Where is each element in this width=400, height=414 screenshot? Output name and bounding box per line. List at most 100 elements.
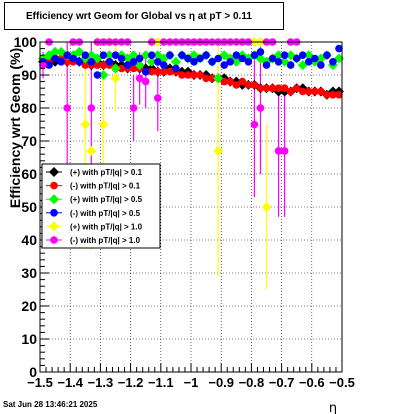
x-tick-label: −0.6 bbox=[299, 375, 325, 390]
data-point bbox=[172, 64, 180, 73]
data-point bbox=[98, 70, 109, 80]
x-tick-label: −0.5 bbox=[329, 375, 355, 390]
y-tick-label: 10 bbox=[21, 331, 37, 347]
x-tick-label: −0.8 bbox=[239, 375, 265, 390]
data-point bbox=[311, 87, 319, 96]
x-tick-label: −1.2 bbox=[118, 375, 144, 390]
data-point bbox=[51, 54, 59, 63]
data-point bbox=[86, 145, 97, 156]
y-tick-label: 90 bbox=[21, 67, 37, 83]
data-point bbox=[153, 67, 162, 76]
data-point bbox=[63, 51, 71, 59]
data-point bbox=[250, 120, 259, 129]
data-point bbox=[261, 202, 272, 212]
data-point bbox=[93, 71, 102, 79]
data-point bbox=[323, 91, 331, 99]
data-point bbox=[111, 51, 120, 59]
y-tick-label: 60 bbox=[21, 166, 37, 182]
x-tick-label: −1.4 bbox=[57, 375, 83, 390]
data-point bbox=[202, 51, 210, 59]
data-point bbox=[304, 87, 313, 96]
data-point bbox=[274, 84, 283, 92]
data-point bbox=[262, 84, 271, 92]
data-point bbox=[39, 61, 47, 69]
data-point bbox=[160, 67, 168, 76]
y-tick-label: 30 bbox=[21, 265, 37, 281]
y-tick-label: 100 bbox=[14, 34, 38, 50]
data-point bbox=[244, 58, 253, 66]
data-point bbox=[87, 104, 96, 112]
data-point bbox=[208, 58, 216, 66]
data-point bbox=[202, 74, 210, 83]
data-point bbox=[220, 61, 229, 69]
legend: (+) with pT/|q| > 0.1 (-) with pT/|q| > 0… bbox=[41, 163, 161, 249]
data-point bbox=[123, 61, 132, 69]
data-point bbox=[75, 58, 84, 66]
data-point bbox=[286, 87, 295, 96]
data-point bbox=[80, 119, 91, 130]
data-point bbox=[105, 58, 114, 66]
data-point bbox=[280, 51, 289, 59]
y-tick-label: 20 bbox=[21, 298, 37, 314]
legend-label: (+) with pT/|q| > 1.0 bbox=[70, 222, 143, 231]
y-tick-label: 70 bbox=[21, 133, 37, 149]
data-point bbox=[166, 67, 174, 76]
x-tick-label: −1.1 bbox=[148, 375, 174, 390]
data-point bbox=[63, 58, 71, 66]
data-point bbox=[232, 51, 241, 59]
data-point bbox=[110, 63, 121, 74]
data-point bbox=[87, 58, 96, 66]
data-point bbox=[213, 145, 224, 156]
data-point bbox=[280, 84, 289, 92]
data-point bbox=[184, 71, 192, 79]
data-point bbox=[141, 67, 150, 76]
data-point bbox=[226, 58, 235, 66]
x-tick-label: −0.7 bbox=[269, 375, 295, 390]
data-point bbox=[178, 71, 186, 79]
data-point bbox=[98, 119, 109, 130]
y-tick-label: 0 bbox=[29, 364, 37, 380]
data-point bbox=[256, 104, 265, 112]
data-point bbox=[110, 73, 121, 84]
data-point bbox=[274, 147, 283, 155]
legend-label: (-) with pT/|q| > 0.5 bbox=[70, 209, 141, 218]
x-tick-label: −1.5 bbox=[27, 375, 53, 390]
data-point bbox=[50, 46, 61, 57]
data-point bbox=[104, 50, 115, 61]
data-point bbox=[184, 54, 192, 63]
data-point bbox=[232, 81, 241, 89]
data-point bbox=[274, 58, 283, 66]
data-point bbox=[268, 84, 277, 92]
axis-layer: −1.5 −1.4 −1.3 −1.2 −1.1 −1 −0.9 −0.8 −0.7 −0.6 −0… bbox=[14, 34, 355, 390]
y-tick-label: 80 bbox=[21, 100, 37, 116]
data-point bbox=[214, 54, 222, 63]
data-point bbox=[81, 51, 90, 59]
y-tick-label: 50 bbox=[21, 199, 37, 215]
data-point bbox=[256, 84, 265, 92]
data-point bbox=[292, 84, 301, 92]
data-point bbox=[280, 147, 289, 155]
data-point bbox=[220, 77, 229, 86]
data-point bbox=[147, 67, 156, 76]
data-point bbox=[69, 54, 78, 63]
data-point bbox=[99, 51, 108, 59]
data-point bbox=[45, 61, 53, 69]
data-point bbox=[153, 58, 162, 66]
data-point bbox=[226, 77, 235, 86]
data-point bbox=[166, 51, 174, 59]
legend-marker bbox=[49, 194, 59, 205]
data-point bbox=[117, 64, 126, 73]
data-point bbox=[250, 51, 259, 59]
data-point bbox=[329, 58, 337, 66]
data-point bbox=[286, 61, 295, 69]
data-point bbox=[304, 58, 313, 66]
data-point bbox=[129, 64, 138, 73]
data-point bbox=[279, 56, 290, 67]
data-point bbox=[190, 71, 198, 79]
markers-layer bbox=[38, 37, 344, 212]
data-point bbox=[244, 81, 253, 89]
x-tick-label: −1 bbox=[184, 375, 199, 390]
x-tick-label: −1.3 bbox=[88, 375, 114, 390]
